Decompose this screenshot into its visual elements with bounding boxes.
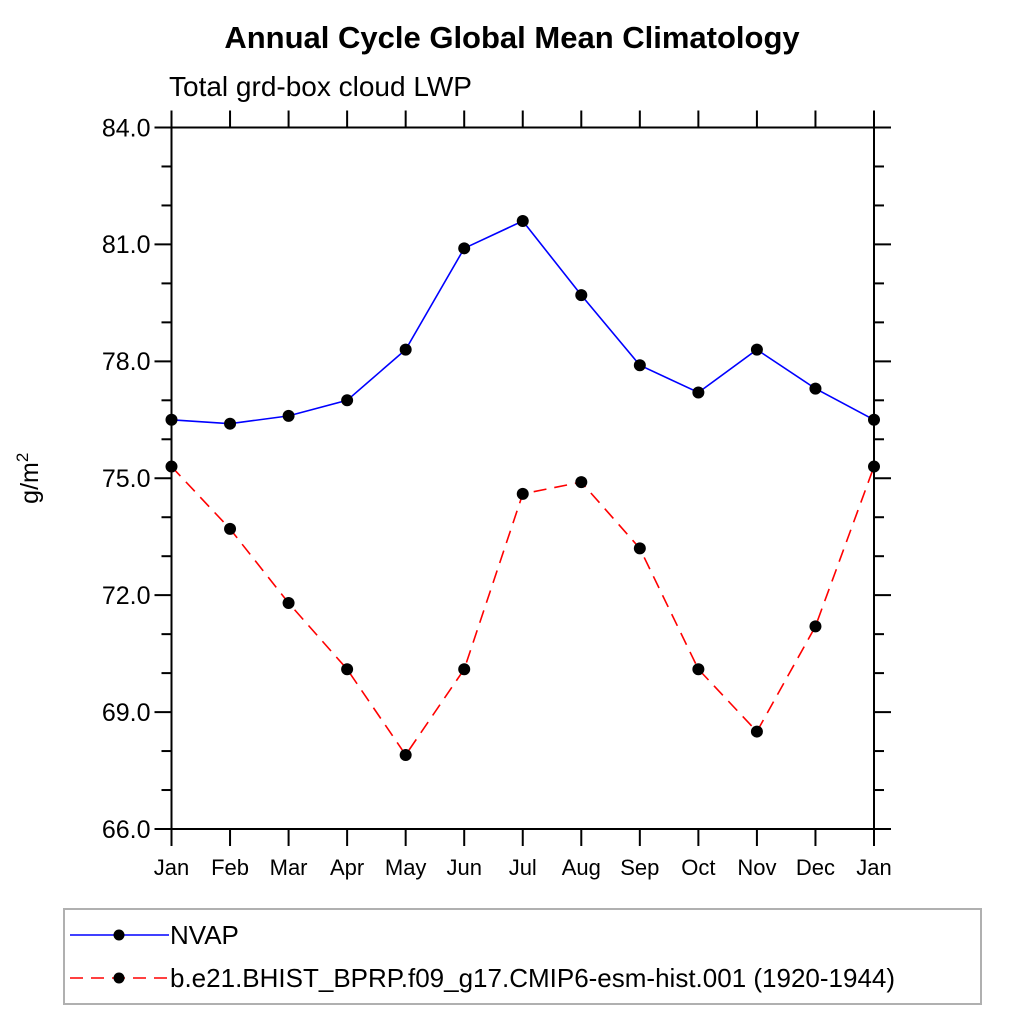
data-point-marker (633, 542, 646, 555)
series-line-1 (170, 466, 875, 757)
y-tick-label: 69.0 (102, 699, 151, 727)
x-tick-label: Nov (737, 855, 776, 880)
x-tick-label: Oct (681, 855, 715, 880)
x-tick-label: May (385, 855, 427, 880)
legend-line-solid-icon (70, 929, 169, 940)
data-point-marker (868, 460, 880, 473)
x-tick-label: Jan (856, 855, 891, 880)
data-point-marker (692, 386, 705, 399)
data-point-marker (458, 242, 471, 255)
x-tick-label: Dec (796, 855, 835, 880)
series-line-0 (171, 220, 875, 425)
plot-frame (170, 126, 875, 830)
data-point-marker (516, 487, 529, 500)
chart-subtitle: Total grd-box cloud LWP (169, 71, 472, 102)
data-point-marker (224, 522, 237, 535)
x-tick-label: Mar (270, 855, 308, 880)
y-tick-label: 66.0 (102, 816, 151, 844)
x-tick-label: Jan (154, 855, 189, 880)
legend-label-model: b.e21.BHIST_BPRP.f09_g17.CMIP6-esm-hist.… (170, 962, 896, 993)
legend-item-nvap: NVAP (69, 913, 980, 956)
data-point-marker (809, 382, 822, 395)
chart-title: Annual Cycle Global Mean Climatology (224, 20, 800, 55)
data-point-marker (282, 596, 295, 609)
y-axis-label: g/m2 (13, 453, 44, 504)
data-point-marker (809, 620, 822, 633)
data-point-marker (575, 289, 588, 302)
data-point-marker (692, 663, 705, 676)
data-point-marker (575, 476, 588, 489)
data-point-marker (633, 359, 646, 372)
legend-item-model: b.e21.BHIST_BPRP.f09_g17.CMIP6-esm-hist.… (69, 956, 980, 999)
y-tick-label: 72.0 (102, 582, 151, 610)
data-point-marker (165, 413, 178, 426)
legend: NVAP b.e21.BHIST_BPRP.f09_g17.CMIP6-esm-… (63, 908, 982, 1005)
data-point-marker (399, 343, 412, 356)
data-point-marker (516, 215, 529, 228)
y-tick-label: 84.0 (102, 114, 151, 142)
data-point-marker (750, 343, 763, 356)
y-tick-label: 81.0 (102, 231, 151, 259)
x-tick-label: Jun (446, 855, 481, 880)
x-tick-label: Aug (562, 855, 601, 880)
legend-line-dashed-icon (70, 972, 169, 983)
legend-label-nvap: NVAP (170, 919, 239, 950)
y-tick-label: 78.0 (102, 348, 151, 376)
data-point-marker (341, 394, 354, 407)
x-tick-label: Jul (509, 855, 537, 880)
data-point-marker (341, 663, 354, 676)
x-tick-label: Sep (620, 855, 659, 880)
x-tick-label: Feb (211, 855, 249, 880)
x-tick-label: Apr (330, 855, 364, 880)
data-point-marker (868, 413, 880, 426)
data-point-marker (399, 748, 412, 761)
data-point-marker (750, 725, 763, 738)
data-point-marker (165, 460, 178, 473)
data-point-marker (282, 409, 295, 422)
y-tick-label: 75.0 (102, 465, 151, 493)
data-point-marker (224, 417, 237, 430)
data-point-marker (458, 663, 471, 676)
